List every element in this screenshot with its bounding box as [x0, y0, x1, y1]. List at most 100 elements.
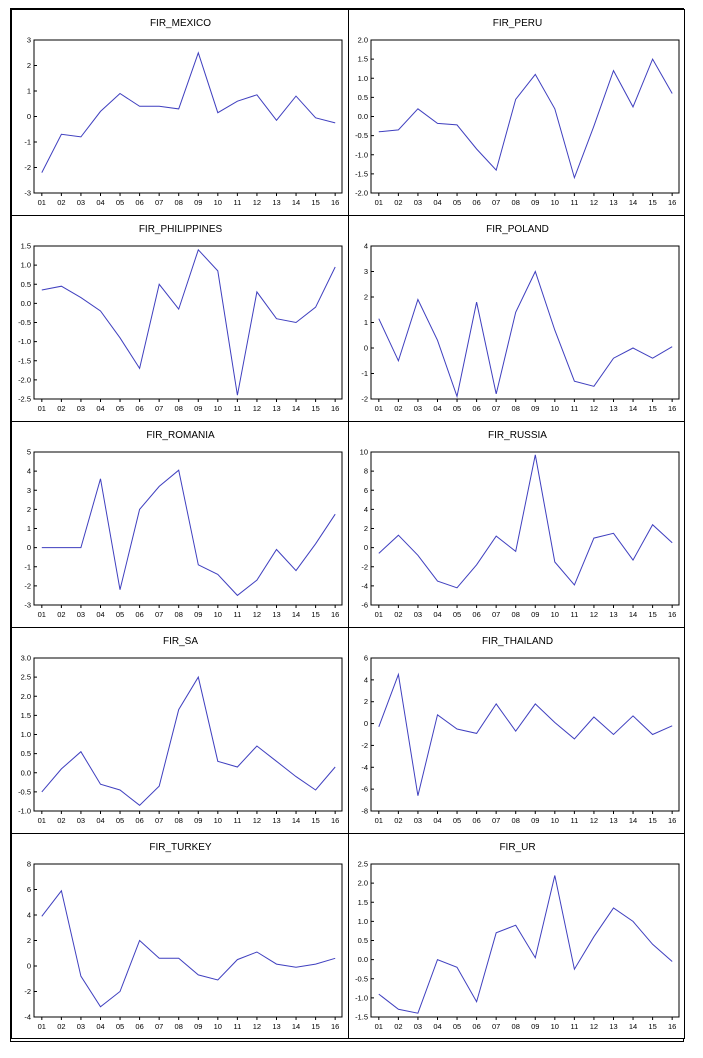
data-point [217, 760, 219, 762]
x-tick-label: 09 [531, 816, 539, 825]
data-point [437, 714, 439, 716]
data-point [417, 299, 419, 301]
x-tick-label: 08 [512, 610, 520, 619]
y-tick-label: -1 [24, 138, 31, 147]
plot-frame [370, 657, 680, 812]
data-point [61, 285, 63, 287]
data-point [593, 125, 595, 127]
data-point [237, 394, 239, 396]
x-tick-label: 04 [433, 404, 441, 413]
data-point [119, 789, 121, 791]
data-point [178, 108, 180, 110]
x-tick-label: 04 [96, 816, 104, 825]
x-tick-label: 11 [570, 610, 578, 619]
data-point [139, 106, 141, 108]
y-tick-label: 1.0 [358, 74, 368, 83]
chart-svg: FIR_PERU 2.0 1.5 1.0 0.5 0.0 -0.5 -1.0 -1.5 -2.0 0… [355, 18, 680, 207]
x-tick-label: 03 [77, 610, 85, 619]
data-point [495, 169, 497, 171]
x-tick-label: 13 [272, 816, 280, 825]
x-tick-label: 04 [433, 1022, 441, 1031]
y-tick-label: -6 [361, 601, 368, 610]
series-line [41, 248, 336, 396]
x-tick-label: 13 [609, 610, 617, 619]
data-point [334, 958, 336, 960]
data-point [593, 537, 595, 539]
y-tick-label: 0.5 [358, 93, 368, 102]
y-tick-label: 6 [364, 654, 368, 663]
data-point [613, 734, 615, 736]
x-tick-label: 15 [311, 610, 319, 619]
y-tick-label: -2 [24, 987, 31, 996]
data-point [295, 966, 297, 968]
x-tick-label: 10 [214, 198, 222, 207]
y-tick-label: -8 [361, 807, 368, 816]
data-point [554, 561, 556, 563]
x-tick-label: 15 [648, 404, 656, 413]
data-point [476, 148, 478, 150]
data-point [61, 134, 63, 136]
x-tick-label: 05 [116, 816, 124, 825]
x-tick-label: 12 [253, 198, 261, 207]
plot-frame [33, 863, 343, 1018]
y-tick-label: 0 [27, 543, 31, 552]
data-point [476, 564, 478, 566]
chart-title: FIR_POLAND [486, 224, 549, 235]
chart-panel-fir-poland: FIR_POLAND 4 3 2 1 0 -1 -2 01 02 03 04 05 06 07 08 09 10 1… [348, 215, 685, 422]
data-point [315, 306, 317, 308]
data-point [256, 579, 258, 581]
x-tick-label: 09 [531, 404, 539, 413]
data-point [178, 958, 180, 960]
y-tick-label: 2.5 [21, 673, 31, 682]
x-tick-label: 12 [590, 404, 598, 413]
data-point [139, 509, 141, 511]
data-point [495, 703, 497, 705]
data-point [237, 959, 239, 961]
y-tick-label: 0.0 [358, 955, 368, 964]
data-point [632, 921, 634, 923]
x-tick-label: 14 [292, 198, 300, 207]
x-tick-label: 01 [375, 816, 383, 825]
y-tick-label: -4 [361, 763, 368, 772]
data-point [378, 726, 380, 728]
x-tick-label: 02 [57, 816, 65, 825]
y-tick-label: 0 [27, 962, 31, 971]
x-tick-label: 16 [668, 1022, 676, 1031]
chart-svg: FIR_RUSSIA 10 8 6 4 2 0 -2 -4 -6 01 02 03 04 05 06 07 08 0… [360, 430, 680, 619]
y-tick-label: -2.0 [18, 375, 31, 384]
x-tick-label: 07 [155, 404, 163, 413]
x-tick-label: 08 [512, 816, 520, 825]
data-point [534, 74, 536, 76]
chart-title: FIR_SA [163, 636, 198, 647]
y-tick-label: 4 [364, 505, 368, 514]
series-line [41, 889, 336, 1008]
chart-panel-fir-mexico: FIR_MEXICO 3 2 1 0 -1 -2 -3 01 02 03 04 05 06 07 08 09 10… [11, 9, 349, 216]
data-point [197, 249, 199, 251]
y-tick-label: -1.5 [355, 169, 368, 178]
x-tick-label: 04 [96, 404, 104, 413]
data-point [534, 957, 536, 959]
y-tick-label: 5 [27, 448, 31, 457]
x-tick-label: 06 [135, 1022, 143, 1031]
data-point [197, 52, 199, 54]
x-tick-label: 05 [116, 404, 124, 413]
data-point [61, 890, 63, 892]
y-tick-label: -0.5 [355, 131, 368, 140]
x-tick-label: 10 [551, 198, 559, 207]
y-tick-label: 0 [364, 719, 368, 728]
data-point [276, 318, 278, 320]
x-tick-label: 03 [414, 610, 422, 619]
data-point [100, 478, 102, 480]
x-tick-label: 04 [96, 610, 104, 619]
data-point [398, 360, 400, 362]
x-tick-label: 13 [272, 610, 280, 619]
x-tick-label: 14 [629, 1022, 637, 1031]
data-point [671, 93, 673, 95]
chart-svg: FIR_THAILAND 6 4 2 0 -2 -4 -6 -8 01 02 03 04 05 06 07 08… [361, 636, 680, 825]
x-tick-label: 13 [272, 404, 280, 413]
data-point [315, 117, 317, 119]
plot-frame [33, 451, 343, 606]
data-point [437, 340, 439, 342]
data-point [315, 543, 317, 545]
